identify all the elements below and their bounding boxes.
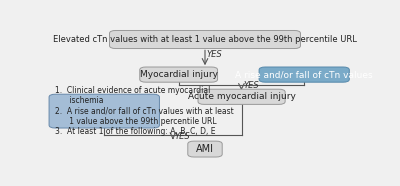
FancyBboxPatch shape <box>198 89 285 104</box>
Text: 1.  Clinical evidence of acute myocardial
      ischemia
2.  A rise and/or fall : 1. Clinical evidence of acute myocardial… <box>55 86 233 136</box>
FancyBboxPatch shape <box>259 67 349 82</box>
FancyBboxPatch shape <box>140 67 218 82</box>
Text: Acute myocardial injury: Acute myocardial injury <box>188 92 296 101</box>
FancyBboxPatch shape <box>188 141 222 157</box>
Text: Myocardial injury: Myocardial injury <box>140 70 218 79</box>
Text: YES: YES <box>243 81 259 90</box>
Text: YES: YES <box>174 132 190 141</box>
Text: Elevated cTn values with at least 1 value above the 99th percentile URL: Elevated cTn values with at least 1 valu… <box>53 35 357 44</box>
FancyBboxPatch shape <box>110 31 300 49</box>
FancyBboxPatch shape <box>49 94 160 128</box>
Text: YES: YES <box>206 50 222 59</box>
Text: A rise and/or fall of cTn values: A rise and/or fall of cTn values <box>235 70 373 79</box>
Text: AMI: AMI <box>196 144 214 154</box>
